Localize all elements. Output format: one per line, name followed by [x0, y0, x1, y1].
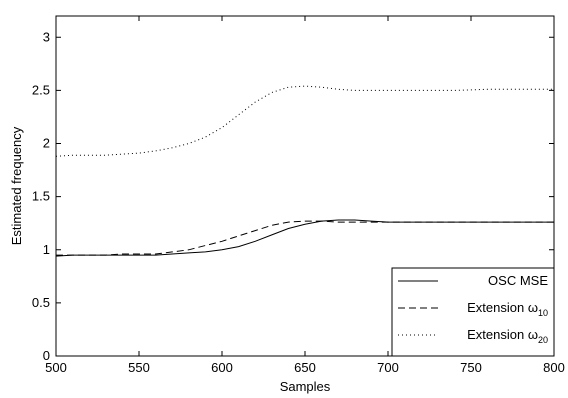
x-tick-label: 500	[45, 360, 67, 375]
legend-label-3: Extension ω20	[467, 327, 548, 345]
y-axis-title: Estimated frequency	[9, 126, 24, 245]
x-tick-label: 650	[294, 360, 316, 375]
y-tick-label: 2	[43, 136, 50, 151]
y-tick-label: 0	[43, 348, 50, 363]
y-tick-label: 2.5	[32, 82, 50, 97]
y-tick-label: 0.5	[32, 295, 50, 310]
x-tick-label: 600	[211, 360, 233, 375]
x-tick-label: 550	[128, 360, 150, 375]
y-tick-label: 1.5	[32, 189, 50, 204]
legend: OSC MSE Extension ω10 Extension ω20	[391, 267, 555, 357]
series-line-1	[55, 219, 554, 257]
y-axis-ticks: 0 0.5 1 1.5 2 2.5 3	[32, 29, 554, 363]
x-axis-title: Samples	[280, 379, 331, 394]
x-tick-label: 700	[377, 360, 399, 375]
y-tick-label: 3	[43, 29, 50, 44]
legend-label-2: Extension ω10	[467, 300, 548, 318]
series-line-3	[55, 85, 554, 157]
series-line-2	[56, 220, 554, 256]
series-layer	[55, 85, 554, 257]
x-tick-label: 750	[460, 360, 482, 375]
legend-label-1: OSC MSE	[488, 273, 548, 288]
plot-frame	[55, 15, 555, 357]
x-axis-ticks: 500 550 600 650 700 750 800	[45, 16, 565, 375]
x-tick-label: 800	[543, 360, 565, 375]
y-tick-label: 1	[43, 242, 50, 257]
legend-box	[391, 267, 555, 357]
